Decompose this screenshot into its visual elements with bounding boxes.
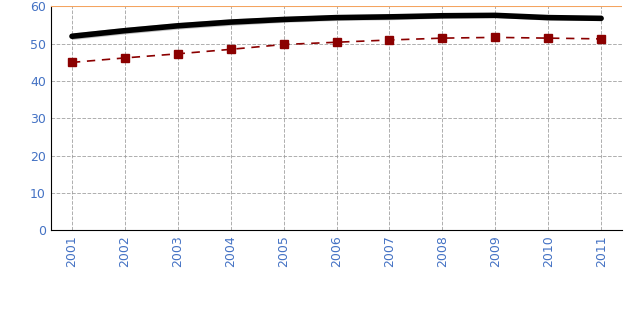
GB: [598, 16, 605, 20]
GB: [68, 34, 76, 38]
Scotland: [280, 43, 288, 46]
Scotland: [174, 52, 182, 56]
Scotland: [491, 36, 499, 39]
GB: [333, 16, 340, 20]
GB: [385, 15, 393, 19]
GB: [174, 24, 182, 28]
Scotland: [333, 40, 340, 44]
Line: GB: GB: [72, 15, 601, 36]
Line: Scotland: Scotland: [72, 37, 601, 62]
Scotland: [598, 37, 605, 41]
GB: [439, 14, 446, 18]
Scotland: [385, 38, 393, 42]
Scotland: [68, 60, 76, 64]
GB: [121, 29, 129, 33]
GB: [544, 16, 552, 20]
Scotland: [439, 36, 446, 40]
GB: [280, 18, 288, 21]
Scotland: [544, 36, 552, 40]
Scotland: [121, 56, 129, 60]
GB: [227, 20, 234, 24]
GB: [491, 13, 499, 17]
Scotland: [227, 47, 234, 51]
